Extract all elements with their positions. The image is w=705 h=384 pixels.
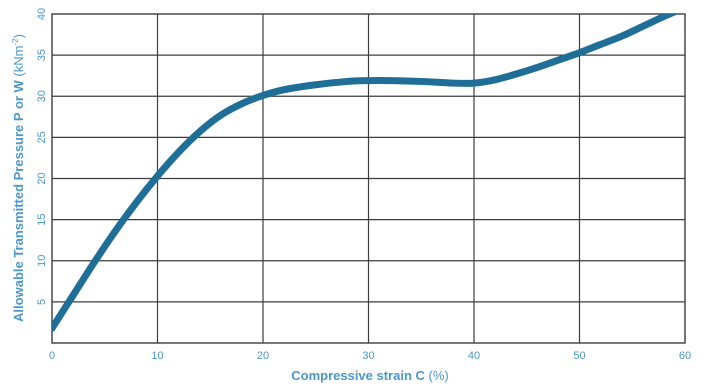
x-tick-label-5: 50 <box>573 350 585 362</box>
y-tick-label-3: 20 <box>36 172 48 184</box>
y-tick-label-4: 25 <box>36 131 48 143</box>
x-tick-label-2: 20 <box>257 350 269 362</box>
y-tick-label-0: 5 <box>36 299 48 305</box>
x-axis-title: Compressive strain C (%) <box>291 368 449 383</box>
y-axis-title-unit: (kNm <box>11 46 26 77</box>
y-axis-title-unit-close: ) <box>11 34 26 38</box>
y-tick-label-1: 10 <box>36 255 48 267</box>
plot-border <box>51 13 686 344</box>
x-tick-label-6: 60 <box>679 350 691 362</box>
y-tick-label-7: 40 <box>36 8 48 20</box>
series-layer <box>52 14 679 332</box>
x-tick-label-1: 10 <box>151 350 163 362</box>
y-axis-title-main: Allowable Transmitted Pressure P or W <box>11 79 26 322</box>
y-axis-title-unit-sup: -2 <box>11 38 20 46</box>
x-axis-title-main: Compressive strain C <box>291 368 425 383</box>
x-axis-title-unit: (%) <box>429 368 449 383</box>
y-tick-label-5: 30 <box>36 90 48 102</box>
y-tick-labels: 5 10 15 20 25 30 35 40 <box>36 8 48 305</box>
y-tick-label-6: 35 <box>36 49 48 61</box>
series-line <box>52 14 679 332</box>
y-axis-title: Allowable Transmitted Pressure P or W (k… <box>11 34 26 322</box>
plot-frame <box>51 13 686 344</box>
grid <box>52 14 685 343</box>
x-tick-labels: 0 10 20 30 40 50 60 <box>49 350 691 362</box>
x-tick-label-0: 0 <box>49 350 55 362</box>
x-tick-label-4: 40 <box>468 350 480 362</box>
x-tick-label-3: 30 <box>362 350 374 362</box>
y-tick-label-2: 15 <box>36 213 48 225</box>
